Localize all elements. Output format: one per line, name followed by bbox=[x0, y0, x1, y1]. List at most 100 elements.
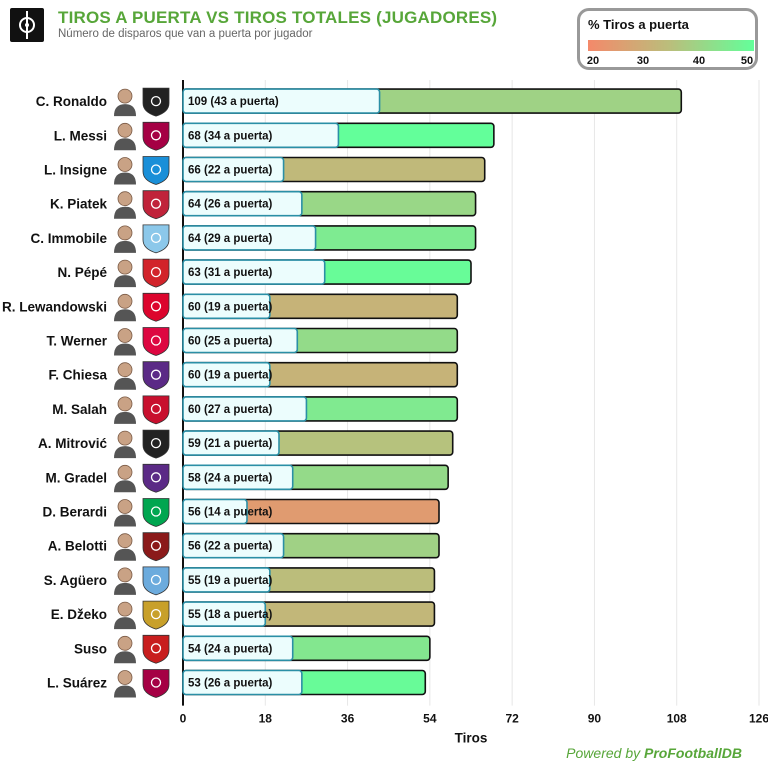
player-name: M. Salah bbox=[52, 402, 107, 417]
legend-title: % Tiros a puerta bbox=[588, 17, 689, 32]
bar-on-target bbox=[182, 396, 308, 422]
bar-on-target bbox=[182, 498, 248, 525]
barcelona-crest-icon bbox=[142, 669, 170, 698]
player-name: C. Immobile bbox=[30, 231, 107, 246]
player-name: F. Chiesa bbox=[48, 368, 107, 383]
player-name: L. Insigne bbox=[44, 163, 107, 178]
player-name: K. Piatek bbox=[50, 197, 108, 212]
x-tick-label: 108 bbox=[667, 712, 687, 726]
player-photo-icon bbox=[114, 191, 136, 219]
legend-gradient bbox=[588, 40, 754, 51]
torino-crest-icon bbox=[142, 532, 170, 562]
lazio-crest-icon bbox=[142, 224, 170, 254]
bar-on-target bbox=[182, 361, 271, 388]
leipzig-crest-icon bbox=[142, 327, 170, 356]
genoa-crest-icon bbox=[142, 190, 170, 220]
x-tick-label: 0 bbox=[180, 712, 187, 726]
player-name: A. Belotti bbox=[48, 539, 107, 554]
player-photo-icon bbox=[114, 88, 136, 117]
liverpool-crest-icon bbox=[142, 395, 170, 425]
bar-on-target bbox=[182, 259, 326, 285]
bar-on-target bbox=[182, 156, 285, 183]
legend-tick: 50 bbox=[740, 55, 754, 67]
milan-crest-icon bbox=[142, 634, 170, 664]
bar-value-label: 54 (24 a puerta) bbox=[188, 643, 273, 655]
bar-value-label: 55 (18 a puerta) bbox=[188, 609, 273, 621]
bar-value-label: 64 (29 a puerta) bbox=[188, 233, 273, 245]
bar-on-target bbox=[182, 567, 271, 593]
bar-on-target bbox=[182, 122, 340, 149]
player-photo-icon bbox=[114, 362, 136, 390]
legend-tick: 40 bbox=[692, 55, 706, 67]
footer-prefix: Powered by bbox=[566, 745, 644, 761]
player-name: D. Berardi bbox=[42, 505, 107, 520]
player-name: E. Džeko bbox=[51, 607, 107, 622]
player-photo-icon bbox=[114, 328, 136, 356]
bar-on-target bbox=[182, 190, 303, 217]
footer-credit: Powered by ProFootballDB bbox=[566, 745, 742, 761]
player-photo-icon bbox=[114, 635, 136, 664]
player-name: L. Messi bbox=[54, 128, 107, 143]
bar-on-target bbox=[182, 669, 303, 696]
bar-on-target bbox=[182, 327, 299, 354]
roma-crest-icon bbox=[142, 600, 170, 630]
bar-value-label: 60 (19 a puerta) bbox=[188, 301, 273, 313]
bar-on-target bbox=[182, 430, 280, 456]
x-tick-label: 18 bbox=[259, 712, 273, 726]
player-photo-icon bbox=[114, 225, 136, 253]
player-photo-icon bbox=[114, 499, 136, 527]
bar-on-target bbox=[182, 601, 267, 627]
x-tick-label: 72 bbox=[505, 712, 519, 726]
bar-on-target bbox=[182, 532, 285, 559]
x-axis-title: Tiros bbox=[455, 731, 488, 746]
player-name: R. Lewandowski bbox=[2, 299, 107, 314]
player-photo-icon bbox=[114, 670, 136, 698]
barcelona-crest-icon bbox=[142, 121, 170, 151]
fiorentina-crest-icon bbox=[142, 361, 170, 391]
bar-value-label: 56 (14 a puerta) bbox=[188, 507, 273, 519]
bar-on-target bbox=[182, 88, 381, 114]
player-name: C. Ronaldo bbox=[36, 94, 107, 109]
bar-on-target bbox=[182, 225, 317, 251]
bar-on-target bbox=[182, 293, 271, 320]
bar-value-label: 60 (27 a puerta) bbox=[188, 404, 273, 416]
player-photo-icon bbox=[114, 601, 136, 630]
man-city-crest-icon bbox=[142, 566, 170, 596]
juventus-crest-icon bbox=[142, 87, 170, 117]
player-name: Suso bbox=[74, 641, 107, 656]
fulham-crest-icon bbox=[142, 429, 170, 459]
bar-value-label: 60 (19 a puerta) bbox=[188, 370, 273, 382]
player-photo-icon bbox=[114, 259, 136, 288]
bar-value-label: 66 (22 a puerta) bbox=[188, 165, 273, 177]
bar-value-label: 63 (31 a puerta) bbox=[188, 267, 273, 279]
player-name: T. Werner bbox=[46, 334, 107, 349]
bar-value-label: 64 (26 a puerta) bbox=[188, 199, 273, 211]
player-name: S. Agüero bbox=[44, 573, 107, 588]
player-photo-icon bbox=[114, 533, 136, 561]
bar-value-label: 109 (43 a puerta) bbox=[188, 96, 279, 108]
sassuolo-crest-icon bbox=[142, 498, 170, 527]
player-photo-icon bbox=[114, 122, 136, 151]
x-tick-label: 36 bbox=[341, 712, 355, 726]
player-name: A. Mitrović bbox=[38, 436, 108, 451]
site-logo bbox=[10, 8, 44, 42]
player-photo-icon bbox=[114, 464, 136, 493]
bar-value-label: 55 (19 a puerta) bbox=[188, 575, 273, 587]
pitch-logo-icon bbox=[12, 10, 42, 40]
lille-crest-icon bbox=[142, 258, 170, 288]
toulouse-crest-icon bbox=[142, 463, 170, 493]
player-photo-icon bbox=[114, 430, 136, 459]
player-name: L. Suárez bbox=[47, 676, 107, 691]
legend-tick: 20 bbox=[586, 55, 600, 67]
napoli-crest-icon bbox=[142, 156, 170, 185]
chart-title: TIROS A PUERTA VS TIROS TOTALES (JUGADOR… bbox=[58, 8, 498, 27]
bar-value-label: 58 (24 a puerta) bbox=[188, 472, 273, 484]
x-tick-label: 90 bbox=[588, 712, 602, 726]
footer-brand: ProFootballDB bbox=[644, 745, 742, 761]
bar-value-label: 60 (25 a puerta) bbox=[188, 336, 273, 348]
bar-value-label: 59 (21 a puerta) bbox=[188, 438, 273, 450]
bar-on-target bbox=[182, 464, 294, 491]
bar-value-label: 68 (34 a puerta) bbox=[188, 130, 273, 142]
player-photo-icon bbox=[114, 567, 136, 595]
